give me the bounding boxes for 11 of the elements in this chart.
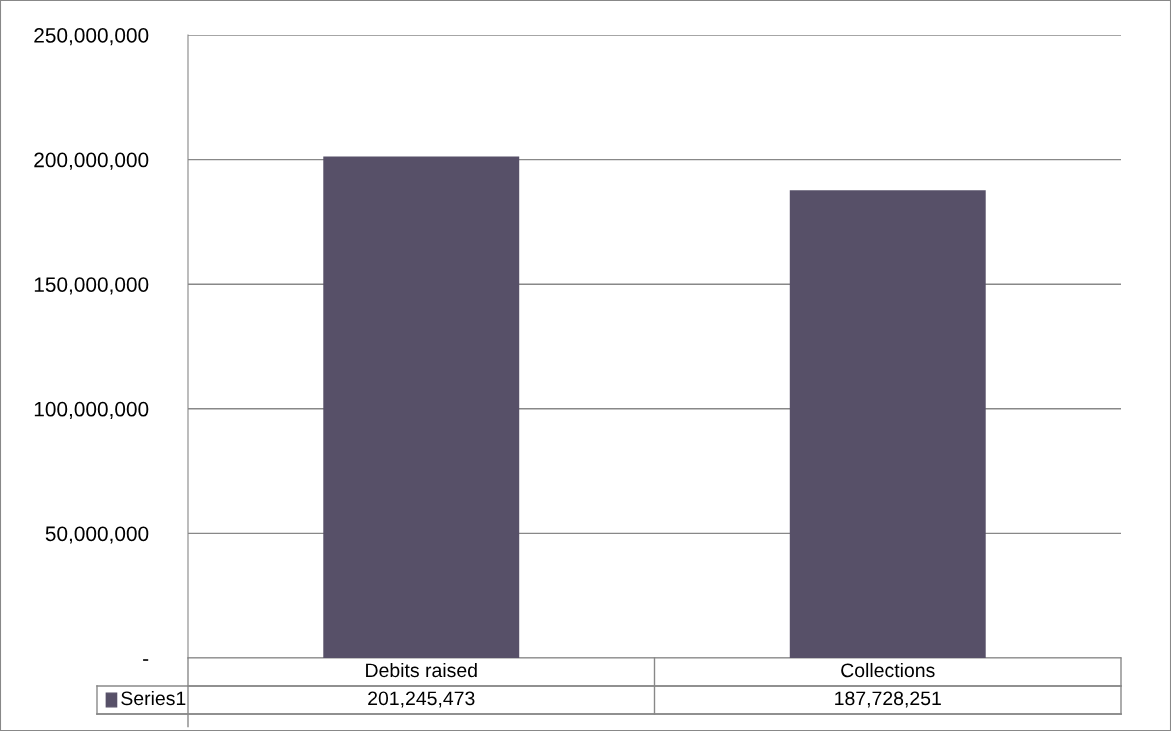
y-tick-label: 200,000,000	[34, 152, 149, 170]
x-tick-label: Collections	[841, 662, 935, 678]
y-tick-label: -	[143, 659, 149, 661]
data-label: 201,245,473	[368, 691, 475, 708]
y-tick-label: 50,000,000	[45, 526, 149, 544]
data-label: 187,728,251	[835, 691, 941, 708]
legend-label: Series1	[121, 690, 186, 706]
y-tick-label: 250,000,000	[34, 28, 149, 46]
x-tick-label: Debits raised	[366, 662, 477, 678]
y-tick-label: 100,000,000	[34, 401, 149, 420]
y-tick-label: 150,000,000	[34, 277, 149, 295]
